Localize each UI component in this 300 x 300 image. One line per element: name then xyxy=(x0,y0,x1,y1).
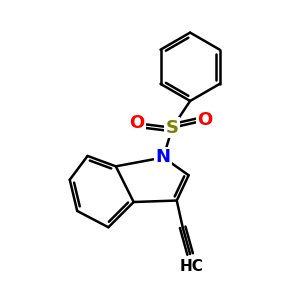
Text: O: O xyxy=(129,114,144,132)
Text: HC: HC xyxy=(180,259,203,274)
Text: S: S xyxy=(166,119,179,137)
Text: O: O xyxy=(197,111,213,129)
Text: N: N xyxy=(156,148,171,166)
